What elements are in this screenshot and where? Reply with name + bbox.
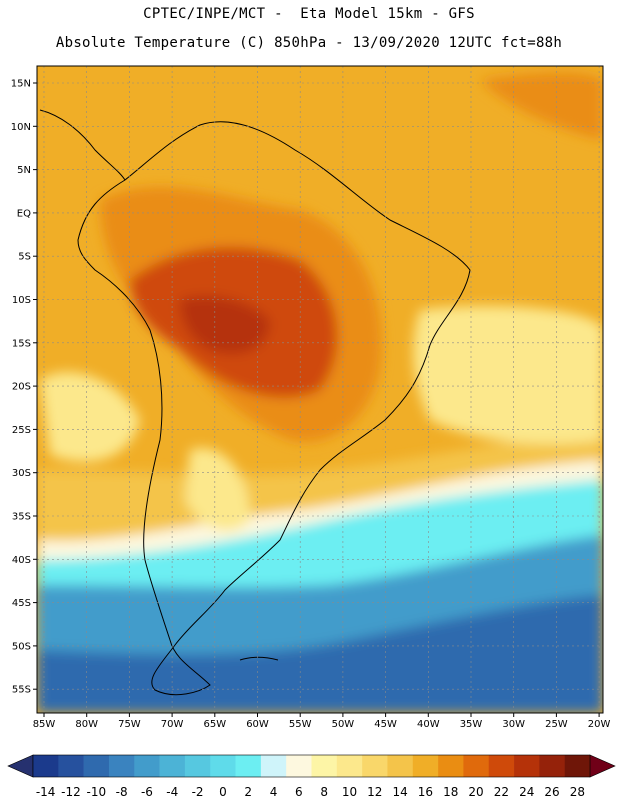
lon-tick-label: 40W <box>417 719 440 730</box>
lon-tick-label: 70W <box>161 719 184 730</box>
colorbar-swatch <box>387 755 414 777</box>
chart-subtitle: Absolute Temperature (C) 850hPa - 13/09/… <box>55 35 563 51</box>
colorbar-label: -12 <box>61 785 81 799</box>
colorbar-label: 6 <box>295 785 303 799</box>
lon-tick-label: 25W <box>545 719 568 730</box>
lat-tick-label: EQ <box>17 208 31 219</box>
colorbar-label: 0 <box>219 785 227 799</box>
colorbar-swatch <box>260 755 287 777</box>
lat-tick-label: 55S <box>12 685 31 696</box>
colorbar-label: 10 <box>342 785 357 799</box>
colorbar-swatch <box>184 755 211 777</box>
colorbar-label: -8 <box>116 785 128 799</box>
colorbar-label: 8 <box>320 785 328 799</box>
field-atlantic-yellow <box>413 306 603 444</box>
colorbar-high-arrow <box>589 754 616 778</box>
lat-tick-label: 15S <box>12 338 31 349</box>
lon-tick-label: 65W <box>203 719 226 730</box>
colorbar-swatch <box>488 755 515 777</box>
lon-tick-label: 55W <box>289 719 312 730</box>
lat-tick-label: 45S <box>12 598 31 609</box>
colorbar-label: 14 <box>392 785 407 799</box>
lat-tick-label: 10S <box>12 295 31 306</box>
longitude-axis: 85W 80W 75W 70W 65W 60W 55W 50W 45W 40W 35W 30W 25W 2… <box>33 713 611 730</box>
field-argentina-yellow <box>185 448 250 531</box>
colorbar-label: 16 <box>418 785 433 799</box>
lat-tick-label: 40S <box>12 555 31 566</box>
colorbar-swatch <box>362 755 388 777</box>
colorbar-label: 26 <box>544 785 559 799</box>
colorbar-swatch <box>564 755 591 777</box>
colorbar-swatch <box>514 755 540 777</box>
lon-tick-label: 50W <box>332 719 355 730</box>
colorbar-label: 18 <box>443 785 458 799</box>
colorbar-label: 12 <box>367 785 382 799</box>
colorbar-swatch <box>83 755 110 777</box>
falklands-coast <box>239 656 279 661</box>
colorbar: -14 -12 -10 -8 -6 -4 -2 0 2 4 6 8 10 12 14 16 18 20 22 24 26… <box>7 754 616 799</box>
colorbar-swatch <box>210 755 236 777</box>
colorbar-swatch <box>235 755 262 777</box>
colorbar-label: -6 <box>141 785 153 799</box>
lon-tick-label: 20W <box>588 719 611 730</box>
field-deep-band <box>37 595 603 713</box>
colorbar-swatch <box>134 755 160 777</box>
south-america-coast <box>77 121 471 696</box>
colorbar-swatch <box>311 755 338 777</box>
colorbar-frame <box>32 754 591 778</box>
lat-tick-label: 10N <box>11 122 31 133</box>
colorbar-swatch <box>463 755 490 777</box>
colorbar-label: 20 <box>468 785 483 799</box>
colorbar-swatch <box>412 755 439 777</box>
temperature-field <box>37 66 603 713</box>
colorbar-label: 2 <box>244 785 252 799</box>
colorbar-label: 22 <box>494 785 509 799</box>
lat-tick-label: 35S <box>12 512 31 523</box>
colorbar-label: -4 <box>166 785 178 799</box>
field-continental-core <box>180 296 270 354</box>
colorbar-swatch <box>108 755 135 777</box>
lon-tick-label: 80W <box>75 719 98 730</box>
lat-tick-label: 25S <box>12 425 31 436</box>
latitude-axis: 15N 10N 5N EQ 5S 10S 15S 20S 25S 30S 35S 40S 45S 50S 5… <box>11 79 37 696</box>
colorbar-swatch <box>33 755 59 777</box>
lat-tick-label: 5S <box>18 252 31 263</box>
lon-tick-label: 45W <box>374 719 397 730</box>
coastlines <box>39 109 471 696</box>
lat-tick-label: 30S <box>12 468 31 479</box>
lat-tick-label: 5N <box>17 165 31 176</box>
colorbar-swatch <box>336 755 363 777</box>
colorbar-swatch <box>286 755 312 777</box>
colorbar-swatch <box>438 755 464 777</box>
lon-tick-label: 30W <box>502 719 525 730</box>
lat-tick-label: 15N <box>11 79 31 90</box>
lon-tick-label: 85W <box>33 719 56 730</box>
colorbar-label: -10 <box>86 785 106 799</box>
colorbar-swatch <box>539 755 565 777</box>
lat-tick-label: 20S <box>12 382 31 393</box>
colorbar-swatch <box>159 755 186 777</box>
colorbar-label: -14 <box>36 785 56 799</box>
colorbar-label: 24 <box>519 785 534 799</box>
plot-frame <box>36 65 604 714</box>
colorbar-low-arrow <box>7 754 34 778</box>
colorbar-label: -2 <box>192 785 204 799</box>
lon-tick-label: 75W <box>118 719 141 730</box>
chart-title: CPTEC/INPE/MCT - Eta Model 15km - GFS <box>143 6 475 22</box>
colorbar-label: 28 <box>570 785 585 799</box>
field-ne-warm <box>480 72 603 140</box>
colorbar-swatch <box>58 755 84 777</box>
colorbar-label: 4 <box>270 785 278 799</box>
lon-tick-label: 35W <box>460 719 483 730</box>
central-america-coast <box>39 109 126 181</box>
lat-tick-label: 50S <box>12 641 31 652</box>
graticule <box>37 66 603 713</box>
lon-tick-label: 60W <box>246 719 269 730</box>
field-pacific-yellow <box>40 372 140 462</box>
